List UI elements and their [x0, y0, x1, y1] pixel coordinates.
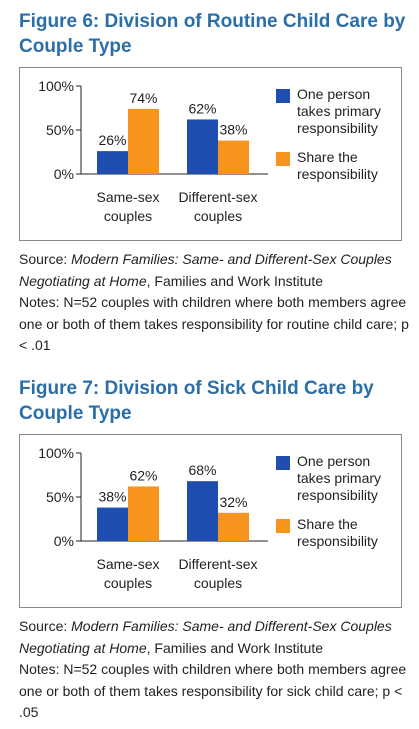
bar-chart: 100% 50% 0% 26% 74% Same-sex couples 62%38% Diff… — [38, 78, 268, 224]
bar-share — [218, 512, 249, 541]
chart-frame: 100% 50% 0% 26% 74% Same-sex couples 62% 38% Diff… — [19, 67, 402, 241]
legend-item-share: Share the responsibility — [276, 149, 401, 183]
legend-swatch-one-person — [276, 89, 290, 103]
legend-label: Share the responsibility — [297, 149, 378, 182]
bar-share — [218, 140, 249, 174]
legend-swatch-share — [276, 519, 290, 533]
figure-notes: Source: Modern Families: Same- and Diffe… — [19, 249, 414, 357]
bar-share — [128, 486, 159, 541]
source-line: Source: Modern Families: Same- and Diffe… — [19, 251, 392, 289]
x-tick-label: Same-sex — [96, 189, 159, 205]
legend-label: One person takes primary responsibility — [297, 453, 382, 503]
notes-text: Notes: N=52 couples with children where … — [19, 294, 409, 353]
bar-value-label: 26% — [98, 132, 126, 148]
legend: One person takes primary responsibility … — [276, 453, 401, 562]
bar-value-label: 74% — [129, 90, 157, 106]
bar-value-label: 68% — [188, 462, 216, 478]
bar-one-person — [97, 151, 128, 174]
figure-title: Figure 6: Division of Routine Child Care… — [19, 11, 406, 57]
figure-title: Figure 7: Division of Sick Child Care by… — [19, 378, 374, 424]
bar-one-person — [187, 481, 218, 541]
bar-share — [128, 108, 159, 174]
y-tick-label: 0% — [54, 533, 74, 549]
x-tick-label: couples — [194, 575, 242, 591]
y-tick-label: 50% — [46, 489, 74, 505]
bar-value-label: 62% — [188, 100, 216, 116]
y-tick-label: 50% — [46, 122, 74, 138]
x-tick-label: couples — [104, 575, 152, 591]
legend-label: One person takes primary responsibility — [297, 86, 382, 136]
figure-notes: Source: Modern Families: Same- and Diffe… — [19, 616, 414, 724]
chart-frame: 100% 50% 0% 38% 62% Same-sex couples 68% 32% Diff… — [19, 434, 402, 608]
bar-value-label: 32% — [219, 494, 247, 510]
legend-item-share: Share the responsibility — [276, 516, 401, 550]
bar-one-person — [187, 119, 218, 174]
x-tick-label: couples — [194, 208, 242, 224]
bar-one-person — [97, 507, 128, 541]
legend-swatch-share — [276, 152, 290, 166]
x-tick-label: Different-sex — [178, 556, 257, 572]
source-title: Modern Families: Same- and Different-Sex… — [19, 251, 392, 289]
legend-item-one-person: One person takes primary responsibility — [276, 86, 401, 137]
legend: One person takes primary responsibility … — [276, 86, 401, 195]
bar-value-label: 38% — [98, 489, 126, 505]
y-tick-label: 100% — [38, 78, 74, 94]
notes-text: Notes: N=52 couples with children where … — [19, 661, 407, 720]
x-tick-label: couples — [104, 208, 152, 224]
source-line: Source: Modern Families: Same- and Diffe… — [19, 618, 392, 656]
legend-swatch-one-person — [276, 456, 290, 470]
bar-value-label: 38% — [219, 122, 247, 138]
bar-chart: 100% 50% 0% 38%62% Same-sex couples 68%32% Diff… — [38, 445, 268, 591]
legend-item-one-person: One person takes primary responsibility — [276, 453, 401, 504]
legend-label: Share the responsibility — [297, 516, 378, 549]
y-tick-label: 100% — [38, 445, 74, 461]
y-tick-label: 0% — [54, 166, 74, 182]
x-tick-label: Different-sex — [178, 189, 257, 205]
bar-value-label: 62% — [129, 467, 157, 483]
source-title: Modern Families: Same- and Different-Sex… — [19, 618, 392, 656]
x-tick-label: Same-sex — [96, 556, 159, 572]
